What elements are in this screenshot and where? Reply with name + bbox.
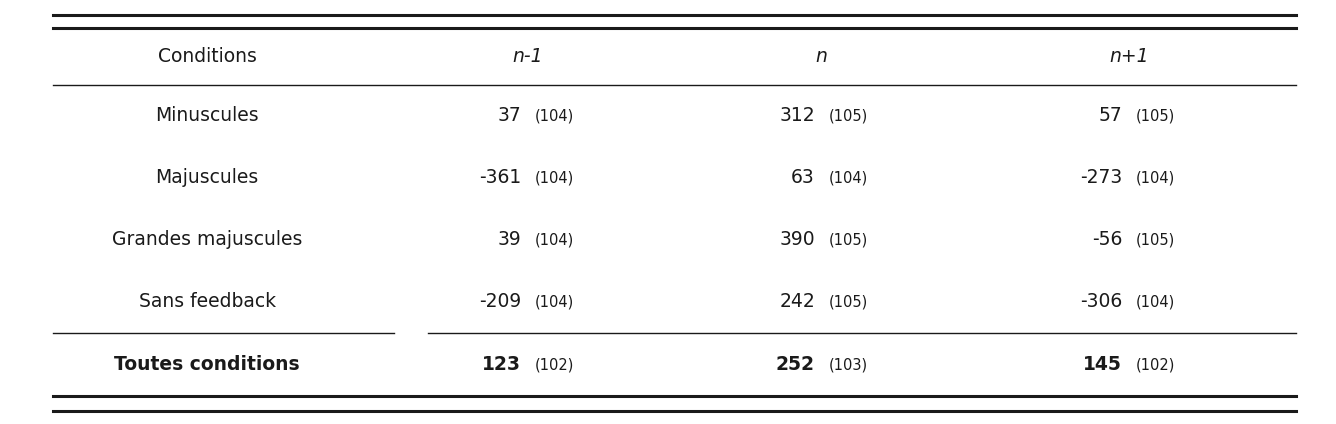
Text: 145: 145 — [1083, 355, 1122, 374]
Text: 312: 312 — [779, 106, 815, 126]
Text: 123: 123 — [482, 355, 521, 374]
Text: n: n — [816, 47, 827, 66]
Text: Grandes majuscules: Grandes majuscules — [112, 230, 302, 249]
Text: -56: -56 — [1092, 230, 1122, 249]
Text: (105): (105) — [828, 108, 867, 123]
Text: 57: 57 — [1098, 106, 1122, 126]
Text: 63: 63 — [791, 168, 815, 187]
Text: Toutes conditions: Toutes conditions — [115, 355, 299, 374]
Text: -273: -273 — [1079, 168, 1122, 187]
Text: (105): (105) — [828, 294, 867, 310]
Text: Minuscules: Minuscules — [155, 106, 259, 126]
Text: Sans feedback: Sans feedback — [139, 292, 275, 311]
Text: (104): (104) — [1136, 294, 1174, 310]
Text: 390: 390 — [779, 230, 815, 249]
Text: (104): (104) — [1136, 170, 1174, 185]
Text: (104): (104) — [534, 294, 573, 310]
Text: 252: 252 — [776, 355, 815, 374]
Text: (105): (105) — [828, 232, 867, 247]
Text: n-1: n-1 — [513, 47, 542, 66]
Text: (103): (103) — [828, 357, 867, 372]
Text: 39: 39 — [497, 230, 521, 249]
Text: (104): (104) — [534, 232, 573, 247]
Text: 242: 242 — [779, 292, 815, 311]
Text: 37: 37 — [497, 106, 521, 126]
Text: (104): (104) — [828, 170, 867, 185]
Text: -209: -209 — [478, 292, 521, 311]
Text: Conditions: Conditions — [158, 47, 257, 66]
Text: (104): (104) — [534, 170, 573, 185]
Text: (102): (102) — [534, 357, 573, 372]
Text: (102): (102) — [1136, 357, 1174, 372]
Text: (105): (105) — [1136, 232, 1174, 247]
Text: (104): (104) — [534, 108, 573, 123]
Text: -361: -361 — [478, 168, 521, 187]
Text: Majuscules: Majuscules — [155, 168, 259, 187]
Text: -306: -306 — [1079, 292, 1122, 311]
Text: n+1: n+1 — [1109, 47, 1149, 66]
Text: (105): (105) — [1136, 108, 1174, 123]
